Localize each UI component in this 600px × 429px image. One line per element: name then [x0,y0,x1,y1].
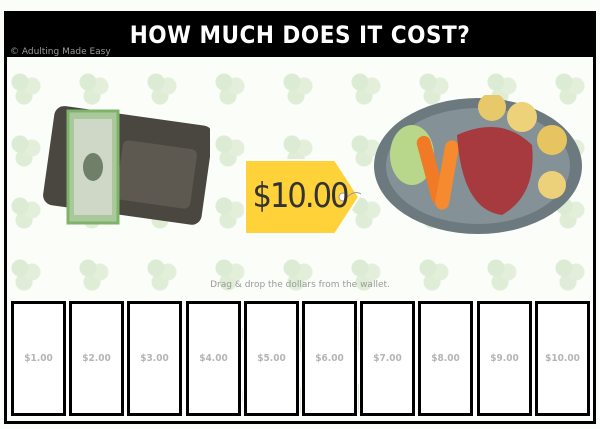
wallet-image [43,106,210,225]
copyright-text: © Adulting Made Easy [10,47,111,57]
drop-slot-5[interactable]: $5.00 [243,300,300,417]
drop-slot-2[interactable]: $2.00 [68,300,125,417]
dollar-bill[interactable] [66,109,120,225]
price-value: $10.00 [252,176,350,216]
drop-slot-3[interactable]: $3.00 [126,300,183,417]
instruction-text: Drag & drop the dollars from the wallet. [210,280,390,290]
drop-slot-10[interactable]: $10.00 [534,300,591,417]
corned-beef-plate-image [374,95,582,234]
drop-slot-6[interactable]: $6.00 [301,300,358,417]
price-tag [244,159,361,235]
drop-slot-1[interactable]: $1.00 [10,300,67,417]
drop-slot-9[interactable]: $9.00 [476,300,533,417]
page-title: HOW MUCH DOES IT COST? [7,14,593,57]
drop-slot-8[interactable]: $8.00 [417,300,474,417]
drop-slot-7[interactable]: $7.00 [359,300,416,417]
drop-slot-4[interactable]: $4.00 [185,300,242,417]
activity-frame: HOW MUCH DOES IT COST? [4,11,596,424]
